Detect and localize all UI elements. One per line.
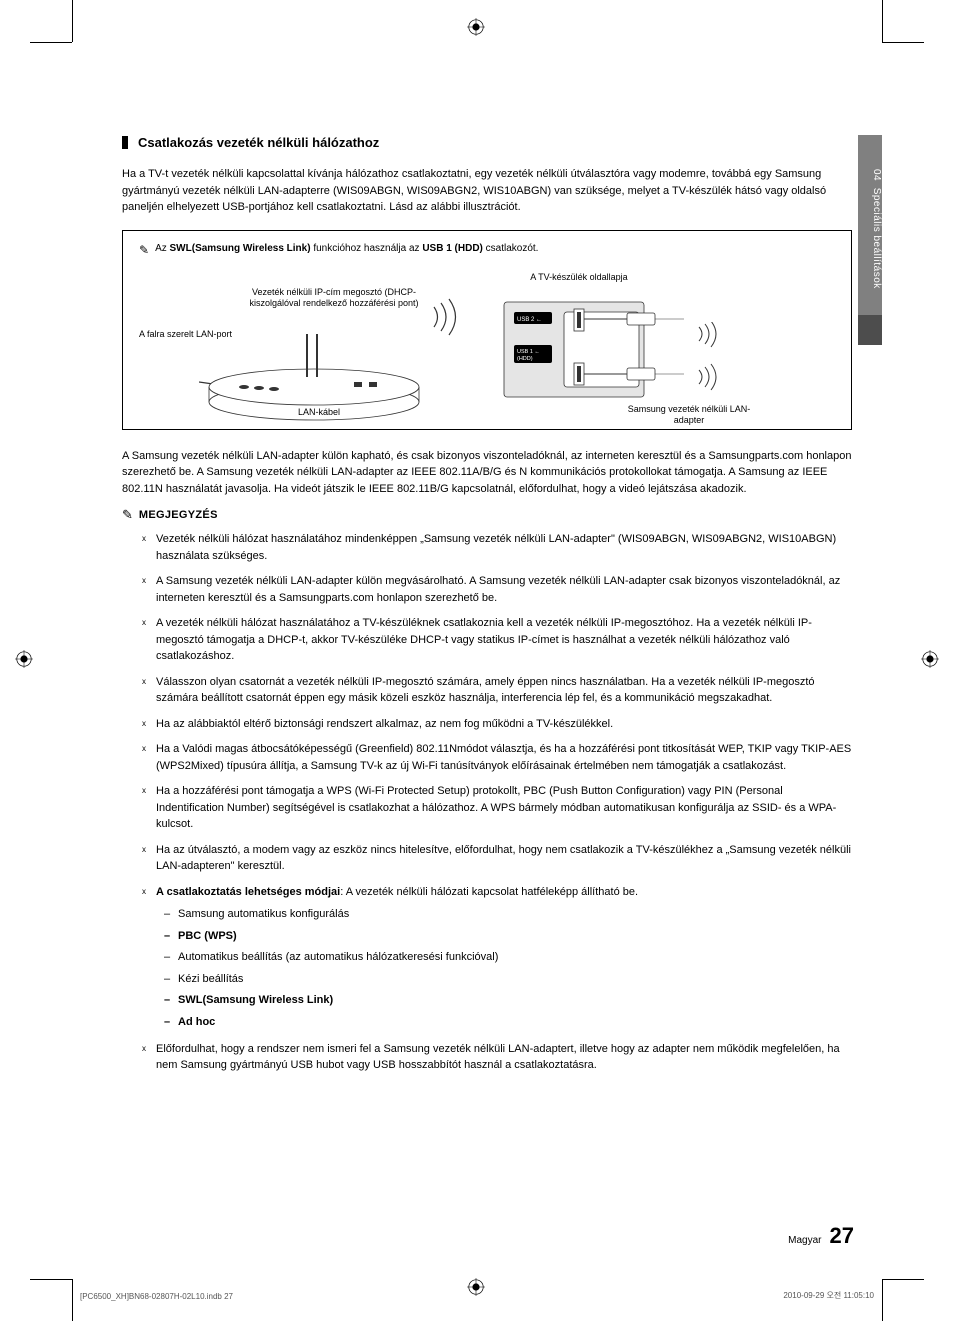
list-item: A vezeték nélküli hálózat használatához … xyxy=(144,615,852,665)
sub-list-item: PBC (WPS) xyxy=(166,928,852,946)
content-area: Csatlakozás vezeték nélküli hálózathoz H… xyxy=(122,135,852,1083)
list-item-rest: : A vezeték nélküli hálózati kapcsolat h… xyxy=(340,886,638,898)
sub-list-item: SWL(Samsung Wireless Link) xyxy=(166,992,852,1010)
page-language: Magyar xyxy=(788,1235,821,1246)
crop-mark-icon xyxy=(467,1278,485,1296)
sub-list-item: Kézi beállítás xyxy=(166,971,852,989)
tv-back-icon: USB 2 ← USB 1 ← (HDD) xyxy=(499,297,689,407)
page-number-area: Magyar 27 xyxy=(788,1223,854,1249)
diagram-tip: ✎ Az SWL(Samsung Wireless Link) funkcióh… xyxy=(139,243,835,257)
trim-line xyxy=(72,0,73,42)
section-header: Csatlakozás vezeték nélküli hálózathoz xyxy=(122,135,852,150)
list-item: A csatlakoztatás lehetséges módjai: A ve… xyxy=(144,884,852,1032)
sub-list: Samsung automatikus konfigurálás PBC (WP… xyxy=(156,906,852,1032)
chapter-tab: 04 Speciális beállítások xyxy=(858,135,882,315)
label-samsung-adapter: Samsung vezeték nélküli LAN-adapter xyxy=(619,404,759,427)
list-item: Vezeték nélküli hálózat használatához mi… xyxy=(144,531,852,564)
svg-text:USB 1 ←: USB 1 ← xyxy=(517,349,540,355)
list-item: A Samsung vezeték nélküli LAN-adapter kü… xyxy=(144,573,852,606)
crop-mark-icon xyxy=(921,650,939,668)
label-tv-side: A TV-készülék oldallapja xyxy=(519,272,639,284)
tip-text: Az SWL(Samsung Wireless Link) funkcióhoz… xyxy=(155,243,538,254)
chapter-number: 04 xyxy=(871,169,882,181)
wifi-icon xyxy=(429,297,469,337)
sub-list-item: Samsung automatikus konfigurálás xyxy=(166,906,852,924)
list-item: Előfordulhat, hogy a rendszer nem ismeri… xyxy=(144,1041,852,1074)
list-item: Válasszon olyan csatornát a vezeték nélk… xyxy=(144,674,852,707)
body-paragraph: A Samsung vezeték nélküli LAN-adapter kü… xyxy=(122,448,852,498)
crop-mark-icon xyxy=(15,650,33,668)
section-marker-icon xyxy=(122,136,128,149)
note-icon: ✎ xyxy=(122,507,133,523)
sub-list-item: Ad hoc xyxy=(166,1014,852,1032)
svg-text:USB 2 ←: USB 2 ← xyxy=(517,317,542,323)
diagram-illustration: A TV-készülék oldallapja Vezeték nélküli… xyxy=(139,267,835,417)
list-item: Ha az útválasztó, a modem vagy az eszköz… xyxy=(144,842,852,875)
note-icon: ✎ xyxy=(139,243,149,257)
trim-line xyxy=(882,1279,883,1321)
list-item: Ha a Valódi magas átbocsátóképességű (Gr… xyxy=(144,741,852,774)
crop-mark-icon xyxy=(467,18,485,36)
page-number: 27 xyxy=(830,1223,854,1249)
sub-list-item: Automatikus beállítás (az automatikus há… xyxy=(166,949,852,967)
intro-paragraph: Ha a TV-t vezeték nélküli kapcsolattal k… xyxy=(122,166,852,216)
footer-timestamp: 2010-09-29 오전 11:05:10 xyxy=(783,1290,874,1301)
note-header: ✎ MEGJEGYZÉS xyxy=(122,507,852,523)
footer-filename: [PC6500_XH]BN68-02807H-02L10.indb 27 xyxy=(80,1292,233,1301)
bullet-list: Vezeték nélküli hálózat használatához mi… xyxy=(122,531,852,1074)
section-title: Csatlakozás vezeték nélküli hálózathoz xyxy=(138,135,379,150)
wifi-icon xyxy=(694,322,734,392)
chapter-tab-active xyxy=(858,315,882,345)
trim-line xyxy=(72,1279,73,1321)
router-icon xyxy=(199,322,429,422)
label-ip-sharer: Vezeték nélküli IP-cím megosztó (DHCP-ki… xyxy=(249,287,419,310)
page-container: 04 Speciális beállítások Csatlakozás vez… xyxy=(0,0,954,1321)
list-item-bold: A csatlakoztatás lehetséges módjai xyxy=(156,886,340,898)
chapter-title: Speciális beállítások xyxy=(871,188,882,289)
trim-line xyxy=(882,0,883,42)
trim-line xyxy=(882,42,924,43)
note-label: MEGJEGYZÉS xyxy=(139,509,218,521)
trim-line xyxy=(30,42,72,43)
diagram-box: ✎ Az SWL(Samsung Wireless Link) funkcióh… xyxy=(122,230,852,430)
trim-line xyxy=(30,1279,72,1280)
svg-text:(HDD): (HDD) xyxy=(517,356,533,362)
trim-line xyxy=(882,1279,924,1280)
list-item: Ha a hozzáférési pont támogatja a WPS (W… xyxy=(144,783,852,833)
list-item: Ha az alábbiaktól eltérő biztonsági rend… xyxy=(144,716,852,733)
